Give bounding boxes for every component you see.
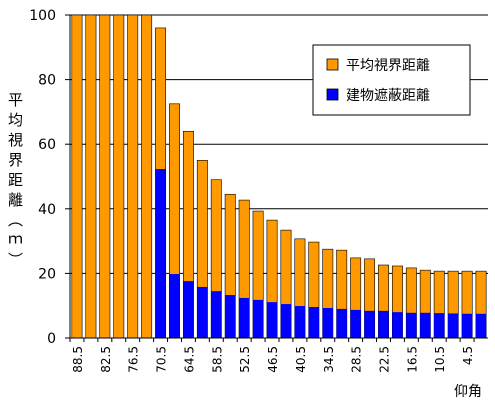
bar xyxy=(336,308,347,338)
x-tick-label: 70.5 xyxy=(155,346,169,373)
x-tick-label: 28.5 xyxy=(350,346,364,373)
bar xyxy=(364,310,375,338)
bar xyxy=(85,14,97,339)
y-tick-label: 80 xyxy=(38,73,56,89)
x-tick-label: 34.5 xyxy=(322,346,336,373)
bar xyxy=(475,313,487,338)
legend-box xyxy=(312,44,471,116)
bar xyxy=(308,306,319,338)
bar xyxy=(169,274,180,338)
bar xyxy=(197,286,208,338)
bar xyxy=(322,307,333,338)
bar xyxy=(378,310,389,338)
x-tick-label: 64.5 xyxy=(182,346,196,373)
bar xyxy=(113,14,125,339)
bar xyxy=(392,312,403,338)
x-tick-label: 76.5 xyxy=(127,346,141,373)
legend-label: 建物遮蔽距離 xyxy=(346,87,430,104)
x-axis-label: 仰角 xyxy=(454,384,482,400)
y-tick-label: 100 xyxy=(29,8,56,24)
y-tick-label: 0 xyxy=(47,331,56,347)
x-tick-label: 10.5 xyxy=(433,346,447,373)
bar xyxy=(350,309,361,338)
x-tick-label: 4.5 xyxy=(461,346,475,365)
bar xyxy=(294,306,306,338)
x-tick-label: 40.5 xyxy=(294,346,308,373)
bar xyxy=(266,302,278,338)
bar xyxy=(420,312,431,338)
x-tick-label: 16.5 xyxy=(405,346,419,373)
x-tick-label: 82.5 xyxy=(99,346,113,373)
bar xyxy=(280,304,292,338)
bar xyxy=(406,312,417,338)
legend-swatch xyxy=(326,58,339,71)
y-tick-label: 60 xyxy=(38,137,56,153)
x-tick-label: 52.5 xyxy=(238,346,252,373)
bar xyxy=(127,14,139,339)
legend-label: 平均視界距離 xyxy=(346,57,430,74)
bar xyxy=(155,169,166,338)
x-tick-label: 58.5 xyxy=(210,346,224,373)
bar xyxy=(225,295,236,338)
y-tick-label: 40 xyxy=(38,202,56,218)
bar xyxy=(461,313,473,338)
bar xyxy=(183,281,194,338)
legend-swatch xyxy=(326,88,339,101)
bar xyxy=(252,299,264,338)
bar xyxy=(239,297,250,338)
bar xyxy=(448,313,459,338)
y-tick-label: 20 xyxy=(38,266,56,282)
bar xyxy=(211,291,222,338)
bar xyxy=(434,313,445,338)
x-tick-label: 46.5 xyxy=(266,346,280,373)
bar xyxy=(71,14,83,339)
x-tick-label: 88.5 xyxy=(71,346,85,373)
y-axis-label: 平均視界距離（ｍ） xyxy=(6,92,24,272)
bar xyxy=(99,14,111,339)
bar xyxy=(141,14,153,339)
x-tick-label: 22.5 xyxy=(378,346,392,373)
